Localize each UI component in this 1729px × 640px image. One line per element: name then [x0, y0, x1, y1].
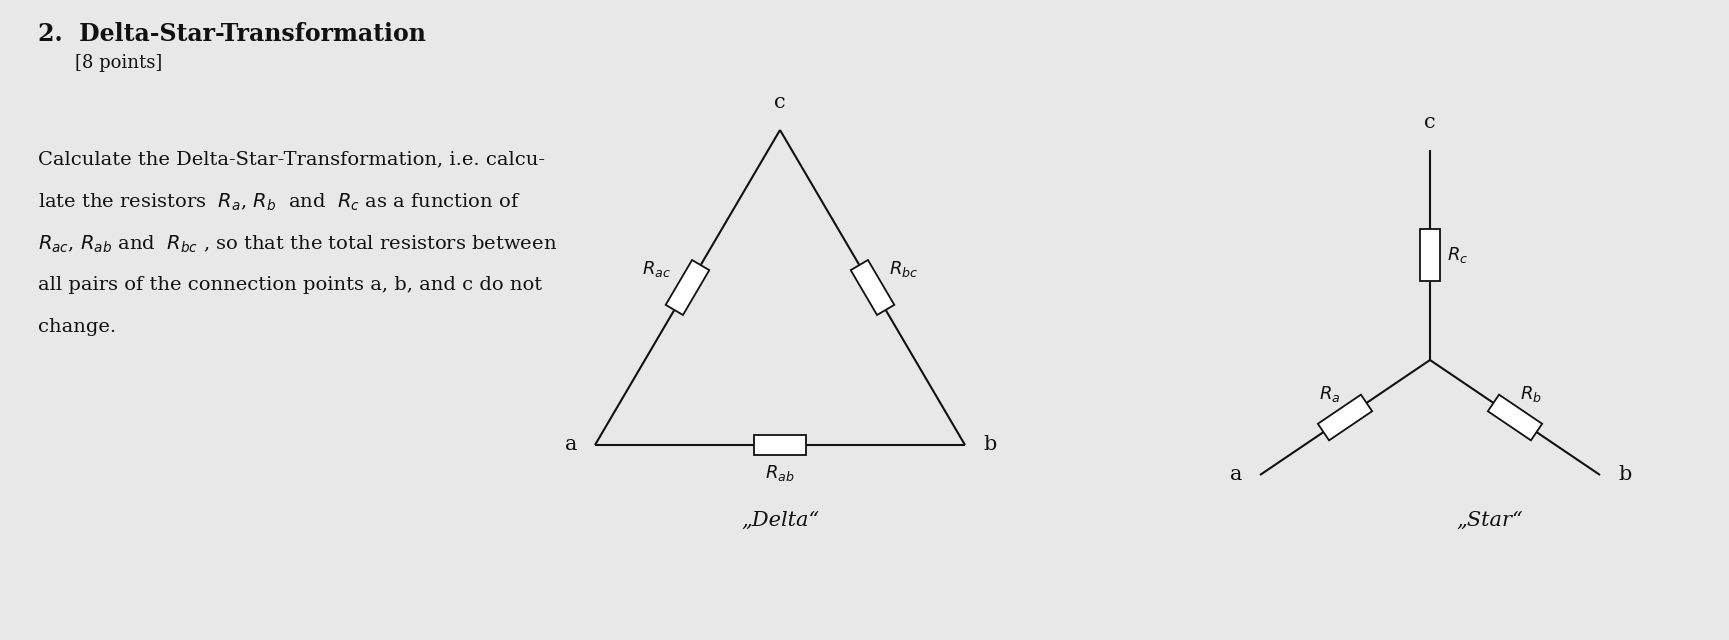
Text: „Delta“: „Delta“ [742, 511, 820, 529]
Text: Calculate the Delta-Star-Transformation, i.e. calcu-: Calculate the Delta-Star-Transformation,… [38, 150, 545, 168]
Text: late the resistors  $R_a$, $R_b$  and  $R_c$ as a function of: late the resistors $R_a$, $R_b$ and $R_c… [38, 192, 520, 213]
Polygon shape [1420, 229, 1440, 281]
Text: „Star“: „Star“ [1458, 511, 1523, 529]
Polygon shape [1317, 395, 1373, 440]
Text: change.: change. [38, 318, 116, 336]
Polygon shape [851, 260, 894, 315]
Text: $R_{bc}$: $R_{bc}$ [889, 259, 918, 279]
Polygon shape [1489, 395, 1542, 440]
Text: 2.  Delta-Star-Transformation: 2. Delta-Star-Transformation [38, 22, 425, 46]
Polygon shape [754, 435, 806, 455]
Text: $R_{ac}$, $R_{ab}$ and  $R_{bc}$ , so that the total resistors between: $R_{ac}$, $R_{ab}$ and $R_{bc}$ , so tha… [38, 234, 557, 255]
Text: c: c [775, 93, 785, 112]
Text: b: b [984, 435, 996, 454]
Text: $R_a$: $R_a$ [1319, 384, 1340, 404]
Text: $R_c$: $R_c$ [1447, 245, 1468, 265]
Text: $R_b$: $R_b$ [1520, 384, 1542, 404]
Text: all pairs of the connection points a, b, and c do not: all pairs of the connection points a, b,… [38, 276, 543, 294]
Text: [8 points]: [8 points] [74, 54, 163, 72]
Polygon shape [666, 260, 709, 315]
Text: a: a [1229, 465, 1241, 484]
Text: b: b [1618, 465, 1630, 484]
Text: a: a [565, 435, 577, 454]
Text: c: c [1425, 113, 1435, 132]
Text: $R_{ab}$: $R_{ab}$ [766, 463, 795, 483]
Text: $R_{ac}$: $R_{ac}$ [641, 259, 671, 279]
